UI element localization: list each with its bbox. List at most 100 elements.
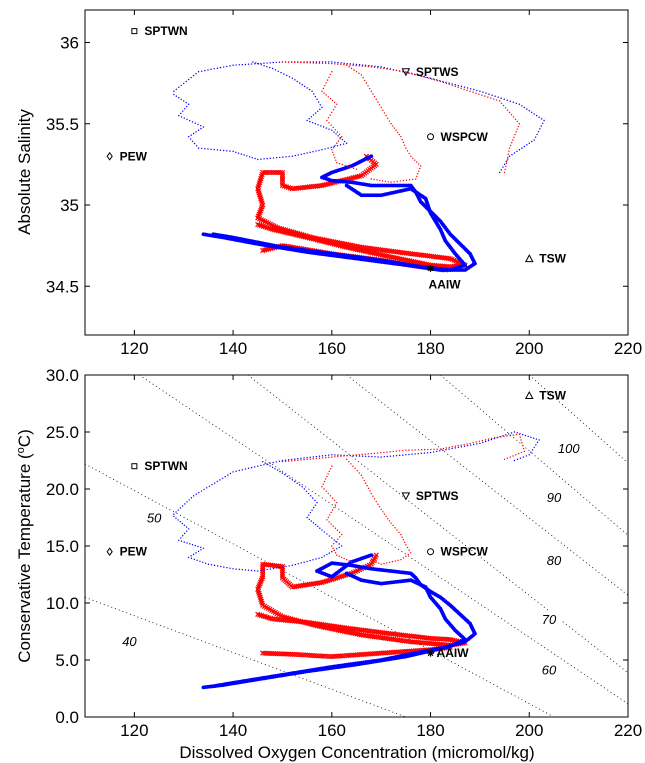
data-point bbox=[216, 480, 218, 483]
data-point bbox=[315, 150, 317, 152]
data-point bbox=[457, 444, 459, 447]
x-tick-label: 120 bbox=[120, 339, 148, 358]
data-point bbox=[260, 64, 262, 66]
data-point bbox=[297, 154, 299, 156]
data-point bbox=[345, 458, 348, 461]
data-point bbox=[219, 149, 222, 151]
profile-series bbox=[281, 61, 521, 174]
data-point bbox=[516, 120, 519, 123]
data-point bbox=[284, 459, 287, 461]
data-point bbox=[397, 559, 399, 562]
data-point bbox=[224, 475, 226, 478]
pew-marker bbox=[106, 151, 113, 161]
data-point bbox=[312, 456, 315, 458]
data-point bbox=[279, 566, 281, 569]
data-point bbox=[352, 167, 355, 170]
top-chart: SPTWN SPTWS PEW WSPCW TSW AAIW 120 140 160 180 20… bbox=[15, 9, 642, 358]
data-point bbox=[257, 570, 259, 572]
data-point bbox=[260, 158, 262, 160]
data-point bbox=[466, 444, 469, 447]
data-point bbox=[448, 448, 450, 450]
data-point bbox=[522, 447, 525, 450]
data-point bbox=[383, 451, 385, 454]
data-point bbox=[221, 477, 224, 479]
tsw-marker bbox=[524, 390, 534, 400]
data-point bbox=[490, 437, 493, 440]
data-point bbox=[318, 61, 321, 63]
data-point bbox=[257, 465, 259, 467]
data-point bbox=[416, 74, 419, 76]
data-point bbox=[195, 493, 197, 495]
data-point bbox=[420, 452, 422, 455]
sptwn-label: SPTWN bbox=[144, 459, 187, 473]
data-point bbox=[241, 469, 244, 471]
data-point bbox=[417, 170, 420, 172]
data-point bbox=[451, 447, 453, 450]
data-point bbox=[322, 87, 325, 90]
data-point bbox=[445, 447, 448, 449]
data-point bbox=[241, 568, 244, 571]
data-point bbox=[284, 474, 286, 476]
data-point bbox=[373, 452, 376, 455]
data-point bbox=[247, 467, 250, 470]
data-point bbox=[332, 547, 334, 549]
data-point bbox=[494, 95, 496, 97]
data-point bbox=[535, 444, 537, 446]
profile-series bbox=[255, 552, 468, 648]
data-point bbox=[226, 65, 228, 68]
data-point bbox=[515, 102, 518, 104]
data-point bbox=[410, 72, 413, 75]
data-point bbox=[312, 61, 315, 63]
data-point bbox=[508, 150, 510, 152]
data-point bbox=[343, 62, 345, 64]
data-point bbox=[344, 164, 346, 167]
data-point bbox=[350, 463, 352, 465]
data-point bbox=[229, 567, 231, 569]
data-point bbox=[195, 145, 198, 147]
data-point bbox=[247, 63, 250, 65]
data-point bbox=[226, 150, 228, 152]
data-point bbox=[506, 109, 509, 111]
data-point bbox=[384, 180, 387, 183]
data-point bbox=[269, 462, 271, 465]
oxygen-saturation-isoline bbox=[247, 375, 628, 674]
data-point bbox=[374, 65, 376, 67]
data-point bbox=[383, 562, 385, 565]
data-point bbox=[395, 69, 398, 72]
data-point bbox=[356, 470, 358, 472]
data-point bbox=[360, 474, 363, 477]
data-point bbox=[189, 119, 191, 122]
data-point bbox=[454, 84, 456, 86]
data-point bbox=[383, 66, 385, 69]
data-point bbox=[311, 121, 314, 124]
data-point bbox=[535, 114, 538, 117]
data-point bbox=[332, 146, 335, 149]
data-point bbox=[331, 129, 333, 131]
data-point bbox=[343, 455, 345, 457]
data-point bbox=[186, 542, 188, 544]
data-point bbox=[365, 82, 368, 84]
data-point bbox=[380, 452, 382, 454]
data-point bbox=[202, 126, 205, 128]
bottom-x-axis-title: Dissolved Oxygen Concentration (micromol… bbox=[179, 743, 534, 762]
data-point bbox=[244, 569, 247, 571]
data-point bbox=[469, 444, 472, 446]
data-point bbox=[331, 99, 334, 102]
data-point bbox=[280, 71, 282, 74]
oxygen-saturation-isoline bbox=[440, 375, 628, 536]
data-point bbox=[488, 93, 490, 95]
data-point bbox=[497, 96, 499, 98]
data-point bbox=[173, 93, 175, 96]
data-point bbox=[287, 459, 290, 461]
data-point bbox=[303, 457, 305, 459]
data-point bbox=[219, 479, 221, 481]
data-point bbox=[299, 82, 301, 84]
data-point bbox=[192, 74, 195, 77]
data-point bbox=[311, 509, 313, 511]
profile-series bbox=[211, 571, 467, 689]
data-point bbox=[291, 61, 293, 64]
data-point bbox=[493, 98, 495, 100]
data-point bbox=[405, 179, 408, 181]
data-point bbox=[387, 181, 389, 183]
data-point bbox=[324, 84, 326, 87]
